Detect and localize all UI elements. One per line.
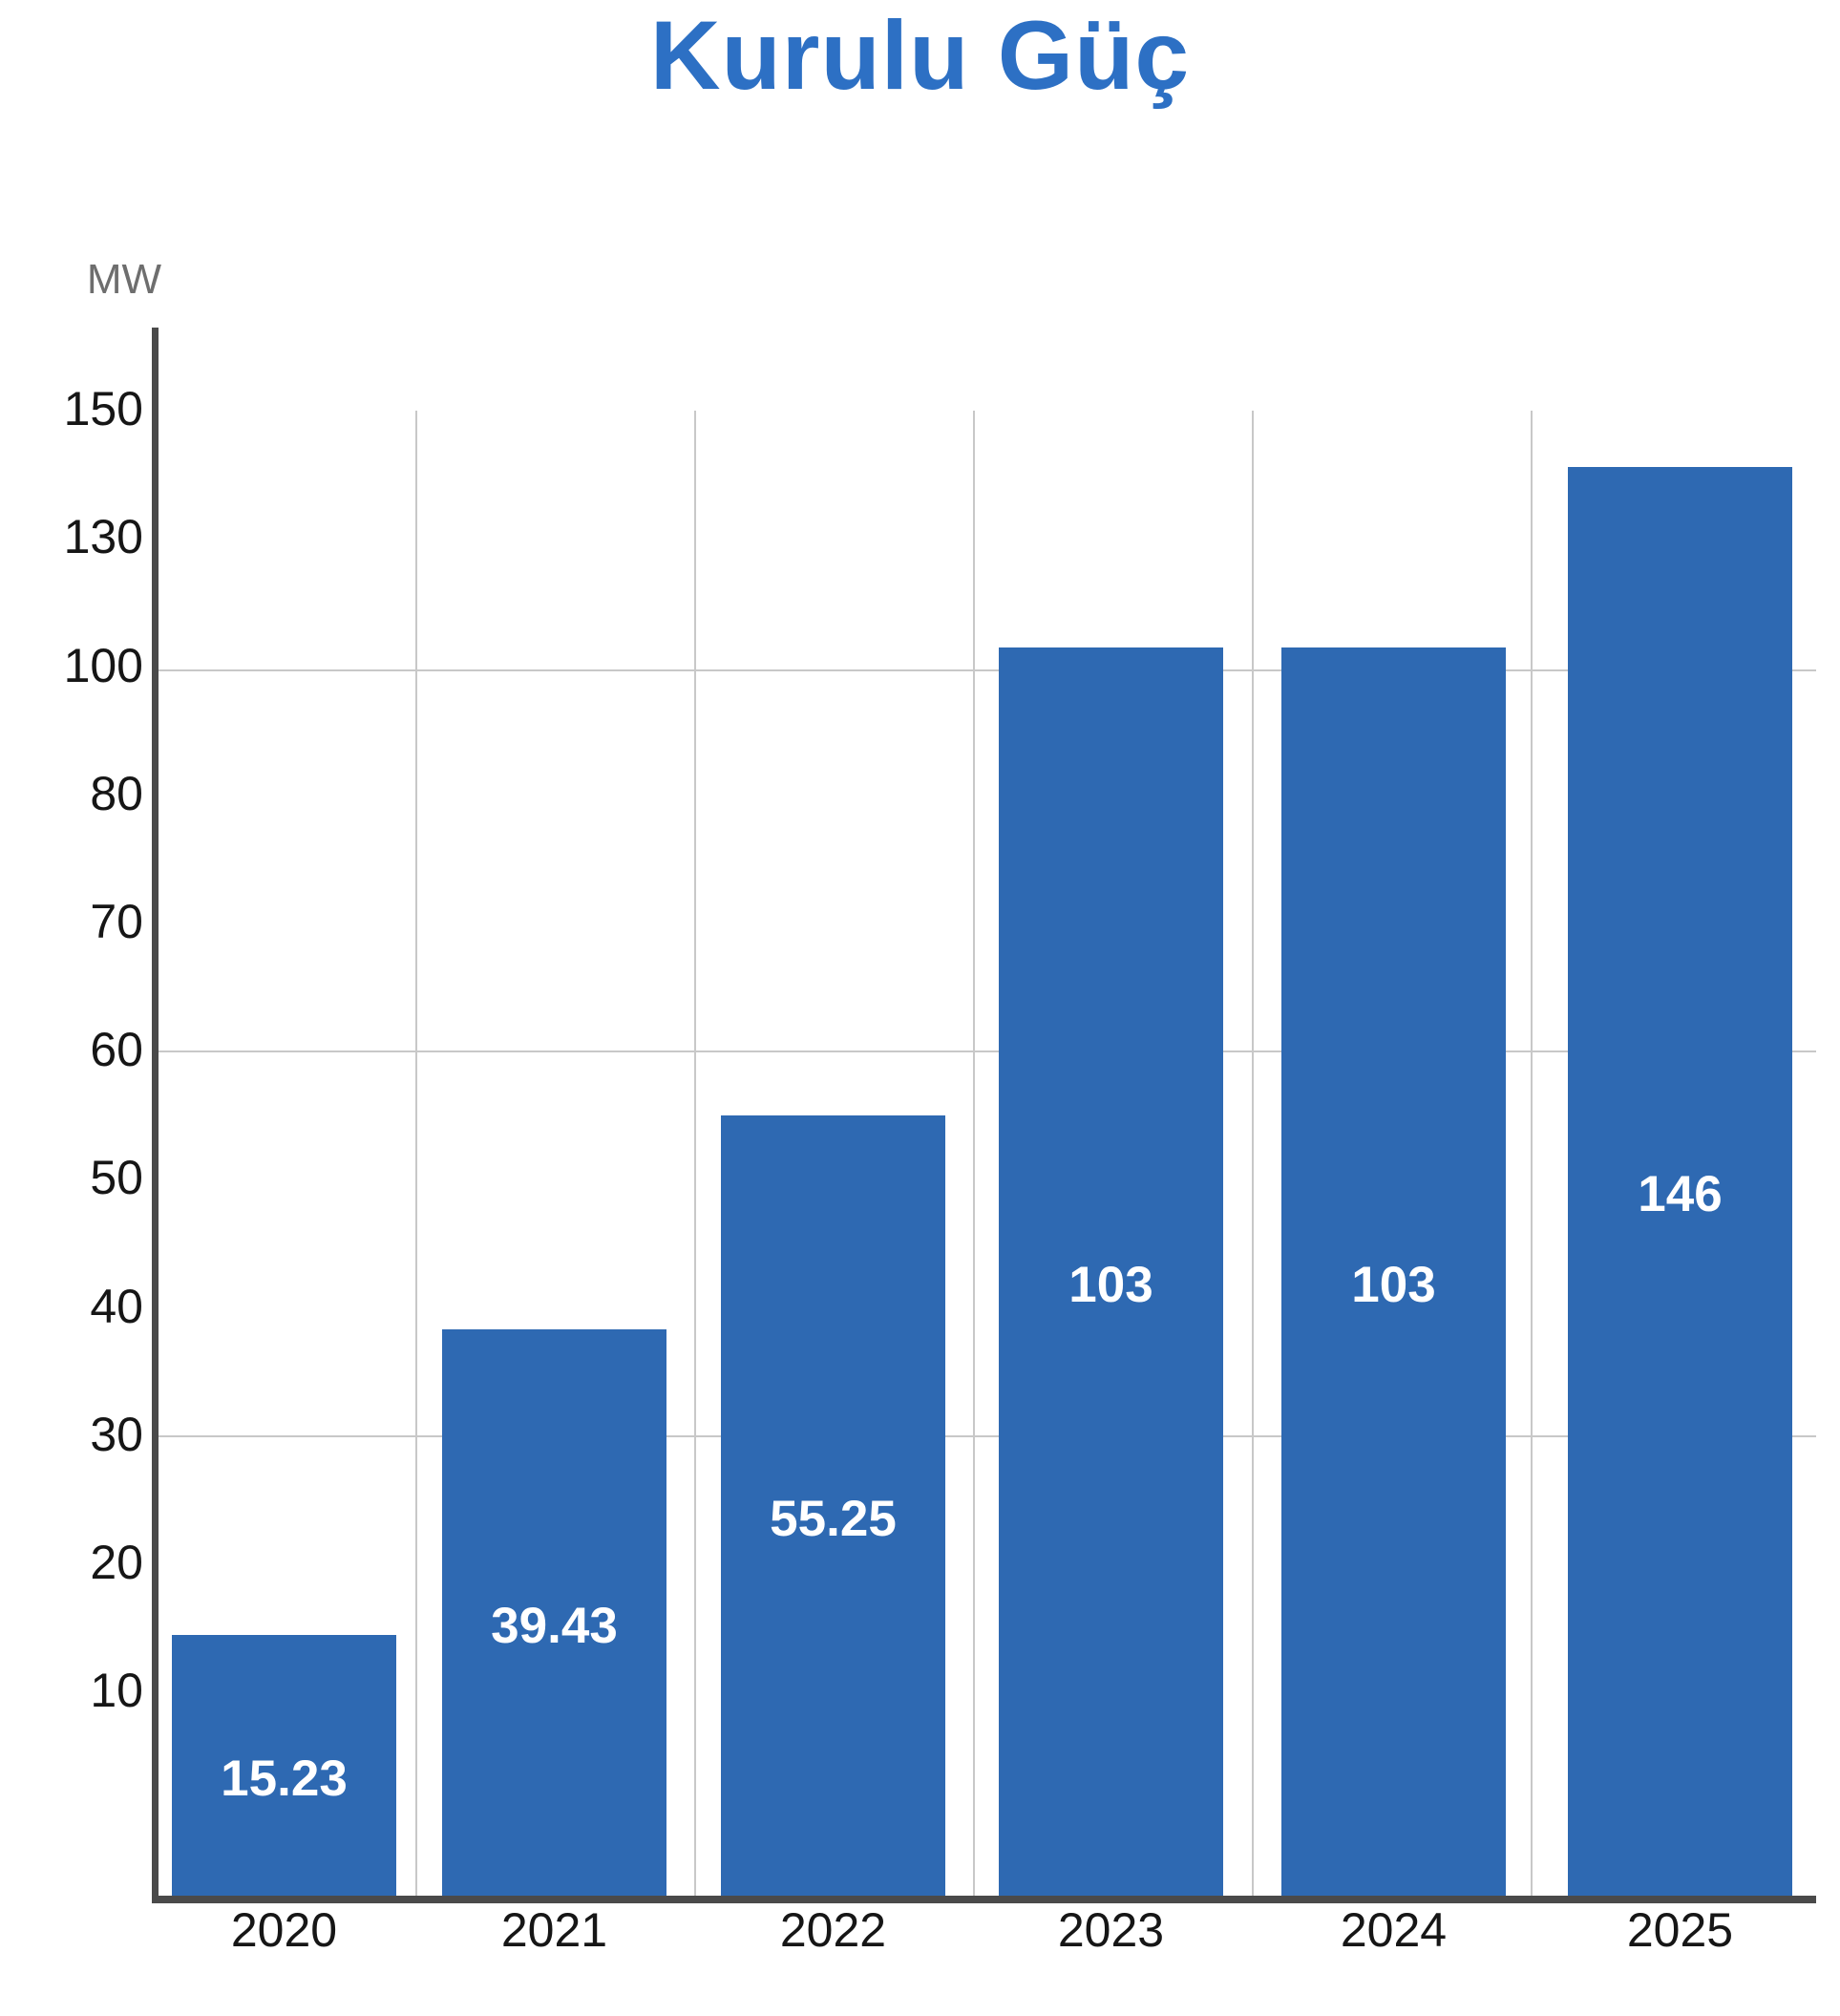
bar-value-label: 103	[1068, 1256, 1153, 1313]
x-axis-line	[152, 1896, 1816, 1903]
y-axis-unit-label: MW	[86, 256, 162, 303]
bar-value-label: 55.25	[770, 1490, 897, 1547]
bar	[1568, 467, 1792, 1896]
y-tick-label: 80	[90, 767, 143, 820]
bar-value-label: 146	[1638, 1166, 1723, 1222]
x-tick-label: 2022	[779, 1903, 887, 1957]
bar	[442, 1329, 666, 1896]
bar	[721, 1115, 945, 1896]
y-tick-label: 10	[90, 1664, 143, 1717]
y-tick-label: 150	[63, 382, 143, 435]
h-gridline	[159, 1435, 1816, 1437]
v-gridline	[1252, 411, 1254, 1896]
x-tick-label: 2024	[1340, 1903, 1448, 1957]
bar	[999, 647, 1223, 1896]
bar-value-label: 39.43	[491, 1597, 618, 1654]
y-axis-line	[152, 328, 159, 1903]
y-tick-label: 70	[90, 895, 143, 948]
y-tick-label: 130	[63, 510, 143, 563]
x-tick-label: 2023	[1057, 1903, 1165, 1957]
y-tick-label: 20	[90, 1536, 143, 1589]
h-gridline	[159, 669, 1816, 671]
y-tick-label: 40	[90, 1280, 143, 1333]
y-tick-label: 100	[63, 639, 143, 692]
h-gridline	[159, 1050, 1816, 1052]
bar	[172, 1635, 396, 1896]
bar	[1281, 647, 1506, 1896]
bar-value-label: 103	[1351, 1256, 1436, 1313]
x-tick-label: 2025	[1626, 1903, 1734, 1957]
x-tick-label: 2020	[230, 1903, 338, 1957]
y-tick-label: 30	[90, 1408, 143, 1461]
y-tick-label: 50	[90, 1151, 143, 1204]
v-gridline	[415, 411, 417, 1896]
chart-title: Kurulu Güç	[649, 1, 1191, 110]
v-gridline	[694, 411, 696, 1896]
bar-value-label: 15.23	[221, 1750, 348, 1807]
v-gridline	[973, 411, 975, 1896]
v-gridline	[1531, 411, 1533, 1896]
y-tick-label: 60	[90, 1023, 143, 1076]
x-tick-label: 2021	[500, 1903, 608, 1957]
